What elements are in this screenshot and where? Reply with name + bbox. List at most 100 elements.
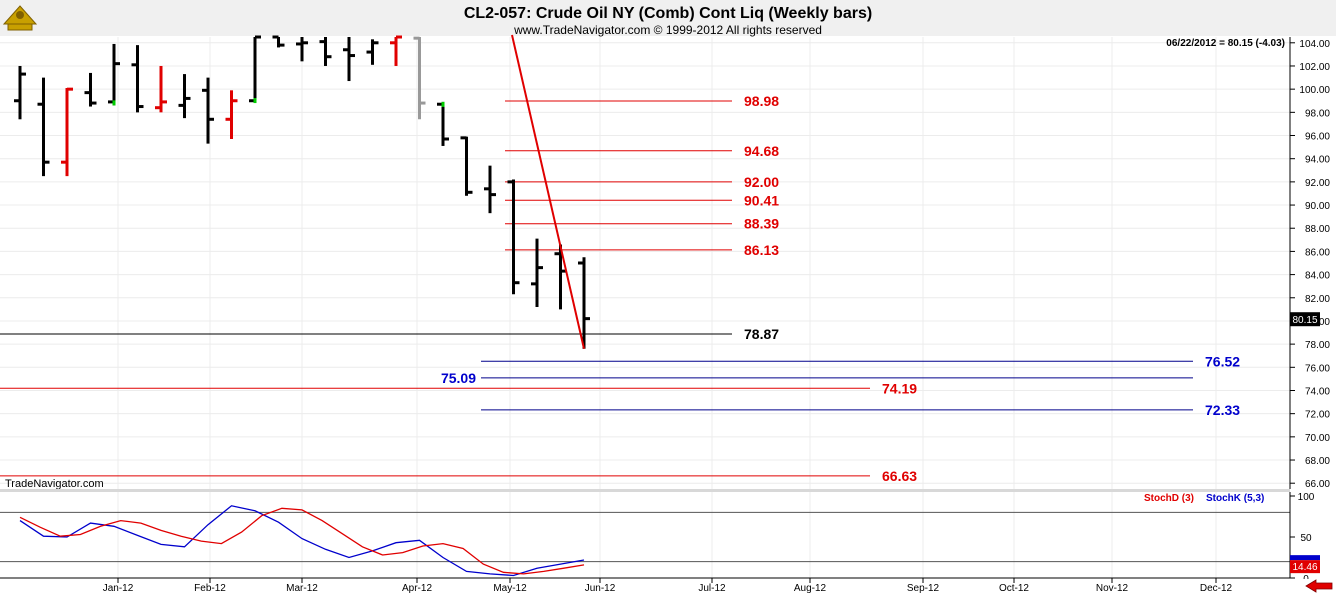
price-tick-label: 70.00 (1305, 433, 1330, 444)
ohlc-bar (202, 77, 214, 144)
last-quote-text: 06/22/2012 = 80.15 (-4.03) (1166, 38, 1285, 49)
time-tick-label: Jan-12 (103, 583, 134, 594)
price-axis-background (1290, 37, 1336, 489)
ohlc-bar-marker (253, 98, 257, 104)
price-tick-label: 88.00 (1305, 224, 1330, 235)
ohlc-bar (84, 72, 97, 107)
time-tick-label: Apr-12 (402, 583, 432, 594)
pane-separator[interactable] (0, 489, 1290, 492)
ohlc-bar (14, 65, 26, 120)
time-tick-label: Aug-12 (794, 583, 827, 594)
chart-title: CL2-057: Crude Oil NY (Comb) Cont Liq (W… (464, 5, 872, 22)
ohlc-bar (437, 101, 449, 146)
time-tick-label: Feb-12 (194, 583, 226, 594)
stochastic-lines (19, 505, 585, 577)
time-tick-label: Sep-12 (907, 583, 940, 594)
fib-level-label: 98.98 (744, 93, 779, 109)
price-tick-label: 90.00 (1305, 201, 1330, 212)
ohlc-bar (390, 35, 402, 66)
ohlc-bar (366, 39, 379, 65)
time-tick-label: Nov-12 (1096, 583, 1129, 594)
price-tick-label: 100.00 (1299, 85, 1330, 96)
time-tick-label: Dec-12 (1200, 583, 1233, 594)
ohlc-bar (155, 65, 167, 113)
time-tick-label: Mar-12 (286, 583, 318, 594)
ohlc-bar (460, 136, 473, 196)
trendline[interactable] (511, 34, 585, 349)
price-tick-label: 96.00 (1305, 132, 1330, 143)
stoch-k-tag (1290, 555, 1320, 561)
close-level-label: 78.87 (744, 326, 779, 342)
ohlc-bar (225, 90, 238, 139)
price-tick-label: 94.00 (1305, 155, 1330, 166)
price-tick-label: 104.00 (1299, 39, 1330, 50)
ohlc-bar (61, 87, 73, 177)
price-tick-label: 68.00 (1305, 456, 1330, 467)
ohlc-bar (319, 37, 332, 66)
ohlc-bar-marker (441, 101, 445, 107)
price-tick-label: 98.00 (1305, 108, 1330, 119)
ohlc-bar (131, 45, 144, 113)
price-tick-label: 72.00 (1305, 410, 1330, 421)
ohlc-bar (343, 37, 355, 82)
stoch-d-legend: StochD (3) (1144, 493, 1194, 504)
ohlc-bar (108, 43, 120, 106)
price-grid (0, 37, 1290, 578)
fib-level-label: 90.41 (744, 192, 779, 208)
fib-level-label: 88.39 (744, 216, 779, 232)
trade-navigator-logo-icon (2, 5, 38, 31)
support-level-label: 74.19 (882, 380, 917, 396)
watermark-text: TradeNavigator.com (5, 478, 104, 490)
price-levels: 98.98 94.68 92.00 90.41 88.39 86.13 78.87 74.19… (0, 93, 1240, 484)
time-tick-label: Jul-12 (698, 583, 726, 594)
time-tick-label: Jun-12 (585, 583, 616, 594)
stoch-d-tag (1290, 560, 1320, 574)
projection-level-label: 76.52 (1205, 353, 1240, 369)
stoch-k-legend: StochK (5,3) (1206, 493, 1264, 504)
projection-level-label: 72.33 (1205, 402, 1240, 418)
ohlc-bar (37, 77, 50, 177)
price-tick-label: 84.00 (1305, 271, 1330, 282)
ohlc-bar (272, 35, 285, 48)
ohlc-bar (531, 238, 543, 308)
stoch-d-line (19, 507, 585, 575)
price-tick-label: 102.00 (1299, 62, 1330, 73)
ohlc-bar (578, 257, 590, 349)
time-tick-label: May-12 (493, 583, 527, 594)
stochastic-axis: 10050014.46 (1289, 492, 1336, 585)
projection-level-label: 75.09 (441, 370, 476, 386)
time-axis: Jan-12 Feb-12 Mar-12 Apr-12 May-12 Jun-12 Jul-… (0, 577, 1290, 594)
ohlc-bar (178, 74, 191, 119)
price-tick-label: 76.00 (1305, 363, 1330, 374)
fib-level-label: 94.68 (744, 143, 779, 159)
support-level-label: 66.63 (882, 468, 917, 484)
price-tick-label: 74.00 (1305, 386, 1330, 397)
stoch-tick-label: 100 (1298, 492, 1315, 503)
scroll-right-arrow-icon[interactable] (1301, 579, 1335, 594)
time-tick-label: Oct-12 (999, 583, 1029, 594)
stoch-value-label: 14.46 (1292, 562, 1317, 573)
ohlc-bar (249, 35, 261, 104)
price-tick-label: 82.00 (1305, 294, 1330, 305)
ohlc-bar (413, 36, 426, 120)
ohlc-bar-marker (112, 100, 116, 106)
last-price-label: 80.15 (1292, 315, 1317, 326)
stoch-tick-label: 50 (1300, 533, 1312, 544)
price-tick-label: 66.00 (1305, 479, 1330, 490)
ohlc-bar (296, 37, 308, 62)
ohlc-bar (484, 165, 496, 214)
last-price-tag (1290, 312, 1320, 327)
price-axis: 104.00 102.00 100.00 98.00 96.00 94.00 92.00 90… (1289, 37, 1336, 490)
price-tick-label: 78.00 (1305, 340, 1330, 351)
copyright-text: www.TradeNavigator.com © 1999-2012 All r… (513, 23, 822, 37)
fib-level-label: 86.13 (744, 242, 779, 258)
price-tick-label: 92.00 (1305, 178, 1330, 189)
price-tick-label: 86.00 (1305, 247, 1330, 258)
title-bar (0, 0, 1336, 36)
stoch-k-line (19, 505, 585, 577)
stochastic-grid (0, 511, 1290, 563)
price-bars (14, 35, 590, 349)
